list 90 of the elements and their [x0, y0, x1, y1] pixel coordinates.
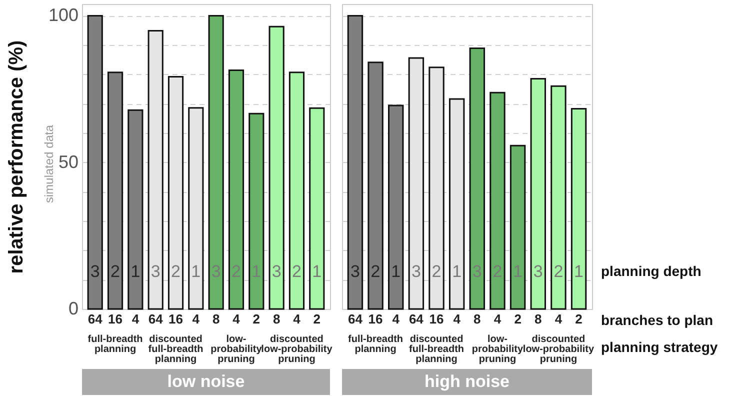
x-tick-label: 8: [474, 312, 481, 326]
x-tick-label: 16: [108, 312, 123, 326]
bar: [188, 107, 204, 310]
x-tick-label: 4: [232, 312, 241, 326]
x-tick-label: 16: [429, 312, 444, 326]
bar: [570, 108, 587, 310]
x-tick-label: 16: [368, 312, 383, 326]
y-tick-label: 50: [58, 152, 78, 172]
bar: [368, 62, 384, 310]
annotation: 3: [90, 262, 100, 282]
annotation: 3: [472, 262, 482, 282]
annotation: 2: [171, 262, 180, 282]
bar: [550, 85, 566, 310]
annotation: 2: [370, 262, 380, 282]
text: low noise: [167, 372, 245, 391]
annotation: 2: [110, 262, 120, 282]
bar: [469, 48, 486, 310]
x-tick-label: 2: [313, 312, 321, 326]
bar: [510, 144, 526, 310]
annotation: 2: [554, 262, 564, 282]
text: branches to plan: [601, 312, 714, 328]
annotation: 3: [350, 262, 360, 282]
text: discounted full-breadth planning: [148, 334, 204, 365]
text: planning depth: [601, 263, 702, 280]
annotation: 1: [252, 262, 262, 282]
bar: [107, 72, 124, 310]
x-tick-label: 8: [272, 312, 280, 326]
bar: [288, 72, 305, 310]
annotation: 2: [232, 262, 241, 282]
x-tick-label: 64: [348, 312, 364, 326]
annotation: 1: [391, 262, 401, 282]
bar: [309, 107, 325, 310]
x-tick-label: 2: [514, 312, 522, 326]
x-tick-label: 8: [212, 312, 220, 326]
annotation: 1: [130, 262, 140, 282]
text: high noise: [424, 372, 510, 391]
bar: [268, 26, 284, 310]
text: full-breadth planning: [88, 334, 143, 355]
bar: [208, 14, 224, 310]
x-tick-label: 16: [168, 312, 183, 326]
bar: [87, 14, 103, 310]
text: discounted low-probability pruning: [261, 334, 333, 365]
text: discounted low-probability pruning: [522, 334, 594, 365]
y-tick-label: 0: [68, 298, 78, 318]
bar: [408, 57, 424, 310]
annotation: 1: [452, 262, 462, 282]
x-tick-label: 4: [192, 312, 200, 326]
annotation: 3: [411, 262, 421, 282]
text: full-breadth planning: [348, 334, 404, 355]
x-tick-label: 2: [575, 312, 582, 326]
bar: [228, 70, 244, 310]
annotation: 1: [574, 262, 584, 282]
annotation: 3: [272, 262, 282, 282]
annotation: 1: [312, 262, 322, 282]
annotation: 3: [150, 262, 160, 282]
text: planning strategy: [601, 339, 718, 355]
x-tick-label: 4: [494, 312, 502, 326]
x-tick-label: 4: [132, 312, 140, 326]
annotation: 1: [513, 262, 523, 282]
bar: [248, 112, 264, 310]
annotation: 2: [432, 262, 442, 282]
x-tick-label: 2: [252, 312, 260, 326]
text: low- probability pruning: [472, 334, 524, 365]
annotation: 1: [191, 262, 201, 282]
annotation: 3: [211, 262, 221, 282]
bar: [428, 66, 444, 310]
text: simulated data: [42, 124, 56, 204]
bar: [168, 76, 184, 310]
x-tick-label: 4: [453, 312, 462, 326]
x-tick-label: 64: [148, 312, 164, 326]
y-tick-label: 100: [48, 5, 78, 26]
bar: [388, 104, 404, 310]
annotation: 3: [533, 262, 543, 282]
x-tick-label: 4: [392, 312, 400, 326]
x-tick-label: 4: [293, 312, 302, 326]
text: low- probability pruning: [210, 334, 262, 365]
bar: [128, 109, 144, 310]
bar: [530, 78, 546, 310]
x-tick-label: 4: [554, 312, 563, 326]
bar: [490, 92, 506, 310]
text: discounted full-breadth planning: [409, 334, 464, 365]
bar: [148, 30, 164, 310]
x-tick-label: 64: [408, 312, 424, 326]
x-tick-label: 64: [88, 312, 104, 326]
bar: [347, 14, 364, 310]
y-axis-title: relative performance (%): [5, 40, 28, 274]
annotation: 2: [292, 262, 302, 282]
annotation: 2: [492, 262, 502, 282]
x-tick-label: 8: [534, 312, 542, 326]
bar: [448, 98, 465, 310]
